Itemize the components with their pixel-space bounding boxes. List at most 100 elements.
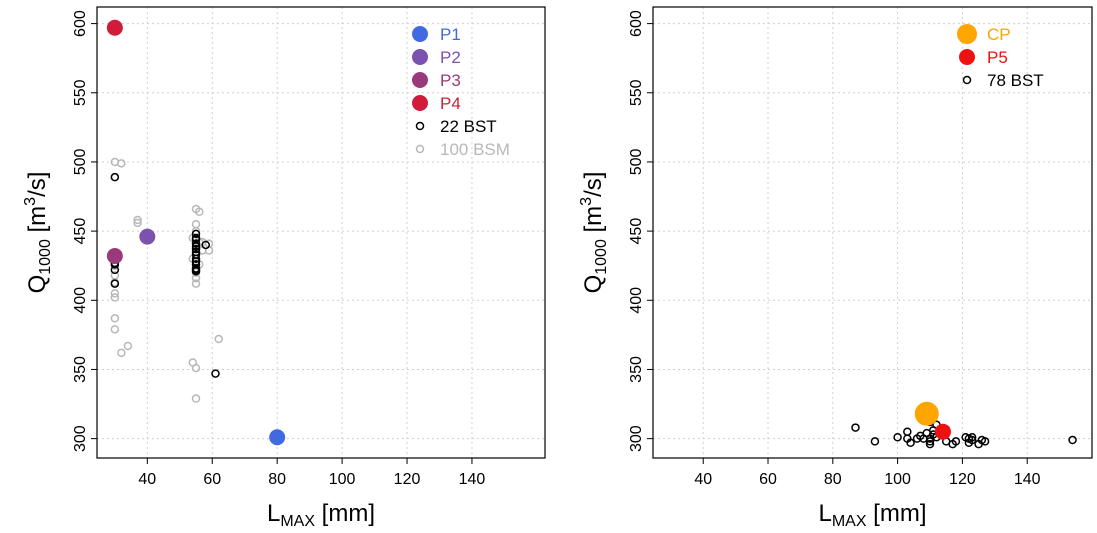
x-tick-label: 60: [759, 471, 777, 488]
point: [191, 394, 201, 403]
x-axis-title-part: L: [818, 500, 831, 527]
legend-label: CP: [987, 25, 1011, 44]
point: [117, 159, 126, 168]
y-axis-title: Q1000 [m3/s]: [578, 172, 610, 294]
y-axis-title-sup: 3: [22, 197, 39, 206]
y-axis-title-sup: 3: [578, 197, 595, 206]
y-tick-label: 400: [628, 287, 645, 314]
legend-label: P5: [987, 48, 1008, 67]
point: [110, 314, 120, 323]
legend-marker: [412, 72, 428, 88]
x-tick-label: 40: [138, 471, 156, 488]
legend: P1 P2 P3 P4 22 BST 100 BSM: [412, 25, 510, 159]
point: [934, 423, 951, 440]
point: [191, 244, 201, 254]
x-axis-title: LMAX [mm]: [267, 500, 375, 530]
point: [133, 215, 142, 225]
panel: 40 60 80 100 120 140 300 350 400 450 500 550 600 CP P5…: [578, 6, 1093, 530]
point: [191, 264, 201, 273]
point: [925, 437, 935, 446]
x-tick-label: 80: [268, 471, 286, 488]
y-axis-title-sub: 1000: [37, 239, 54, 275]
point: [110, 289, 120, 298]
x-tick-label: 120: [394, 471, 421, 488]
legend-label: P2: [440, 48, 461, 67]
legend-marker: [412, 26, 428, 42]
x-tick-label: 140: [1014, 471, 1041, 488]
y-tick-label: 550: [628, 79, 645, 106]
x-tick-label: 120: [949, 471, 976, 488]
y-tick-label: 300: [628, 425, 645, 452]
point: [110, 172, 120, 182]
point: [139, 228, 156, 245]
point: [110, 265, 120, 275]
point: [851, 423, 860, 432]
x-axis-title-sub: MAX: [832, 513, 867, 530]
legend-marker: [412, 95, 428, 111]
x-tick-label: 140: [459, 471, 486, 488]
point: [211, 369, 220, 378]
y-tick-label: 550: [72, 79, 89, 106]
point: [269, 429, 286, 446]
point: [201, 240, 211, 250]
point: [906, 438, 915, 448]
y-tick-label: 450: [628, 218, 645, 245]
point: [191, 363, 201, 373]
legend: CP P5 78 BST: [957, 24, 1044, 90]
y-axis-title-part: /s]: [24, 172, 51, 197]
point: [191, 266, 201, 276]
legend-marker: [415, 144, 425, 154]
y-tick-label: 350: [72, 356, 89, 383]
point: [195, 207, 204, 216]
legend-marker: [415, 121, 425, 131]
point: [133, 218, 142, 228]
point: [980, 437, 990, 446]
legend-marker: [962, 75, 972, 85]
legend-marker: [959, 49, 975, 65]
point: [951, 437, 961, 446]
y-tick-label: 350: [628, 356, 645, 383]
point: [191, 219, 201, 229]
point: [123, 341, 133, 351]
point: [191, 247, 201, 257]
point: [967, 435, 977, 445]
y-tick-label: 500: [628, 148, 645, 175]
point: [191, 239, 201, 248]
point: [110, 279, 120, 288]
y-axis-title: Q1000 [m3/s]: [22, 172, 54, 294]
point: [191, 279, 201, 288]
point: [214, 334, 223, 344]
legend-label: 100 BSM: [440, 140, 510, 159]
point: [110, 293, 120, 302]
legend-label: P1: [440, 25, 461, 44]
point: [967, 432, 977, 442]
x-tick-label: 40: [694, 471, 712, 488]
y-tick-label: 300: [72, 425, 89, 452]
point: [1068, 435, 1077, 445]
y-axis-title-part: [m: [24, 206, 51, 239]
x-axis-title: LMAX [mm]: [818, 500, 926, 530]
point: [110, 325, 120, 334]
y-axis-title-sub: 1000: [593, 239, 610, 275]
x-tick-label: 100: [329, 471, 356, 488]
point: [106, 19, 123, 36]
y-tick-label: 600: [72, 10, 89, 37]
y-axis-title-part: Q: [24, 275, 51, 294]
y-axis-title-part: [m: [580, 206, 607, 239]
x-axis-title-part: [mm]: [867, 500, 927, 527]
plot-frame: [96, 6, 546, 459]
legend-label: 78 BST: [987, 71, 1044, 90]
y-tick-label: 600: [628, 10, 645, 37]
panel: 40 60 80 100 120 140 300 350 400 450 500 550 600 P1 P2…: [22, 6, 546, 530]
legend-marker: [412, 49, 428, 65]
plot-frame: [652, 6, 1093, 459]
point: [870, 437, 880, 446]
point: [191, 242, 201, 251]
legend-label: 22 BST: [440, 117, 497, 136]
point: [117, 348, 126, 358]
point: [903, 427, 912, 436]
x-axis-title-sub: MAX: [280, 513, 315, 530]
y-tick-label: 400: [72, 287, 89, 314]
point: [106, 248, 123, 265]
legend-label: P3: [440, 71, 461, 90]
